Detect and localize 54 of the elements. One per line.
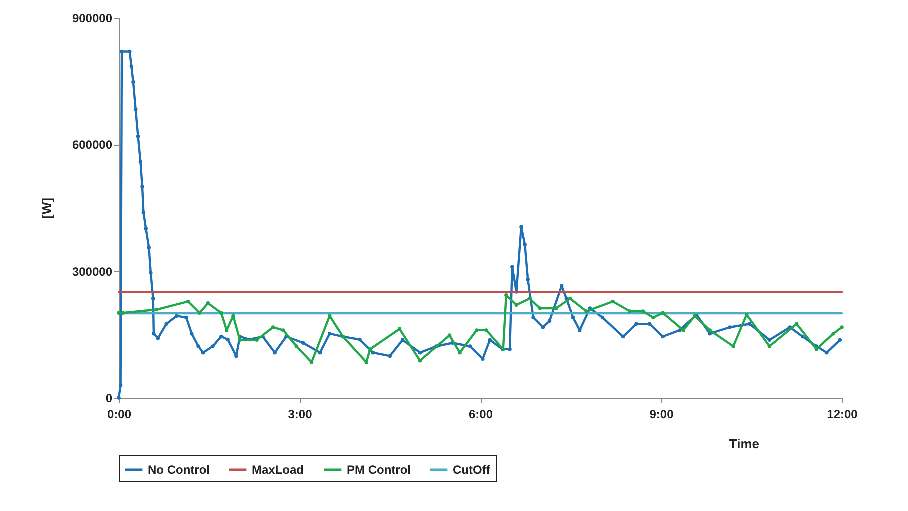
point: [538, 306, 542, 310]
point: [584, 310, 588, 314]
legend-label: PM Control: [347, 463, 411, 477]
point: [832, 332, 836, 336]
x-tick-label: 12:00: [827, 408, 858, 422]
point: [238, 338, 242, 342]
point: [155, 308, 159, 312]
point: [840, 326, 844, 330]
x-tick-label: 9:00: [650, 408, 674, 422]
x-tick-label: 3:00: [288, 408, 313, 422]
point: [368, 348, 372, 352]
x-axis-title: Time: [729, 436, 760, 452]
point: [628, 310, 632, 314]
point: [310, 360, 314, 364]
point: [475, 328, 479, 332]
point: [504, 294, 508, 298]
point: [186, 300, 190, 304]
y-axis-title: [W]: [39, 198, 54, 219]
x-tick-label: 0:00: [107, 408, 132, 422]
point: [611, 300, 615, 304]
point: [708, 328, 712, 332]
point: [732, 344, 736, 348]
legend-label: CutOff: [453, 463, 492, 477]
point: [282, 328, 286, 332]
point: [198, 311, 202, 315]
point: [206, 302, 210, 306]
point: [514, 303, 519, 307]
point: [117, 311, 121, 315]
y-tick-label: 300000: [72, 264, 113, 279]
point: [484, 328, 488, 332]
point: [768, 344, 772, 348]
point: [271, 326, 276, 330]
point: [224, 328, 229, 332]
point: [661, 311, 665, 315]
point: [364, 360, 368, 364]
point: [641, 310, 646, 314]
point: [652, 316, 656, 320]
point: [328, 314, 332, 318]
point: [528, 296, 532, 301]
point: [294, 344, 299, 348]
point: [814, 348, 819, 352]
point: [121, 311, 126, 315]
legend-label: MaxLoad: [252, 463, 304, 477]
y-tick-label: 900000: [72, 12, 113, 26]
point: [554, 306, 558, 310]
point: [682, 328, 686, 332]
point: [232, 314, 236, 318]
y-tick-label: 600000: [72, 138, 113, 152]
y-tick-label: 0: [106, 392, 113, 406]
point: [220, 311, 224, 315]
x-tick-label: 6:00: [468, 408, 494, 422]
point: [568, 296, 572, 301]
point: [255, 338, 259, 342]
legend-label: No Control: [148, 463, 210, 477]
